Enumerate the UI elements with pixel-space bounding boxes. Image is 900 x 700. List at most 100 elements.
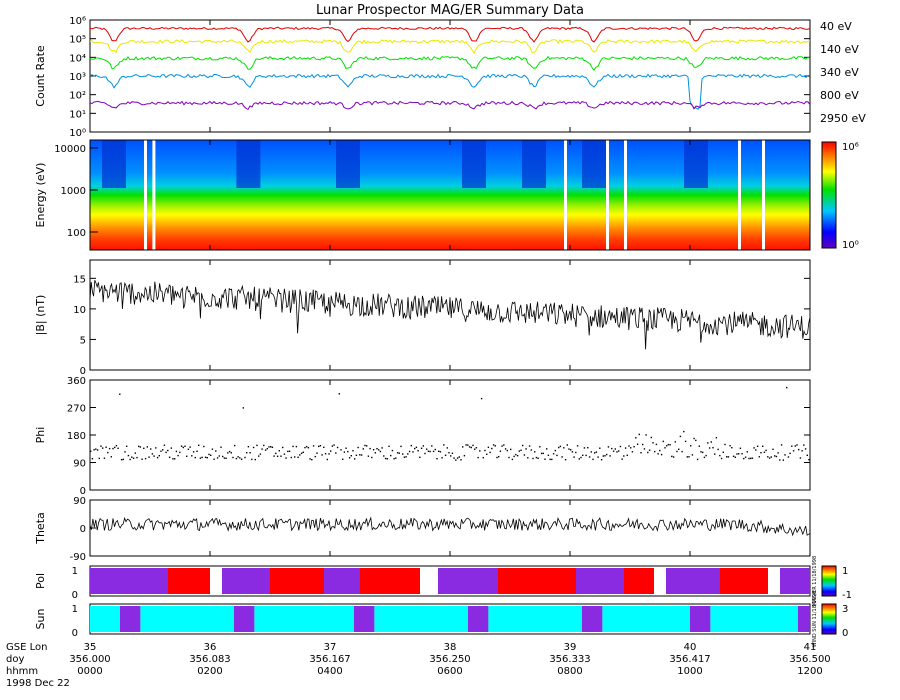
polarity-side-text: MAG/ER 11/18/1998	[812, 556, 818, 606]
phi-point	[638, 433, 640, 436]
phi-point	[561, 456, 563, 458]
phi-point	[318, 445, 320, 448]
phi-point	[432, 450, 435, 453]
phi-point	[362, 448, 364, 450]
phi-point	[436, 458, 438, 460]
phi-point	[643, 448, 646, 450]
sun-segment-6	[374, 606, 468, 632]
phi-point	[208, 453, 210, 456]
phi-point	[326, 458, 328, 461]
phi-point	[222, 455, 224, 458]
sun-ylabel: Sun	[34, 609, 47, 630]
sun-side-text: WIND SUN 11/18/1998	[812, 591, 818, 648]
phi-point	[268, 446, 270, 448]
phi-point	[806, 454, 808, 456]
phi-point	[424, 452, 426, 455]
phi-point	[705, 454, 707, 457]
phi-point	[287, 450, 289, 453]
phi-point	[640, 452, 642, 454]
count-rate-tick-label: 10³	[69, 72, 86, 83]
phi-point	[124, 451, 126, 453]
phi-point	[573, 456, 575, 458]
phi-point	[307, 447, 310, 449]
phi-point	[708, 447, 711, 449]
phi-tick-label: 360	[67, 376, 86, 387]
phi-point	[652, 442, 654, 444]
phi-point	[420, 447, 423, 449]
phi-point	[487, 446, 490, 448]
phi-point	[792, 450, 795, 452]
phi-point	[698, 445, 700, 447]
polarity-tick-1: 1	[72, 566, 78, 577]
phi-point	[198, 444, 200, 446]
phi-point	[664, 447, 666, 449]
x-tick-hhmm: 0200	[197, 666, 222, 677]
phi-point	[422, 445, 424, 447]
legend-entry-3: 800 eV	[820, 89, 859, 102]
phi-point	[542, 452, 544, 455]
phi-point	[234, 444, 236, 447]
phi-point	[108, 447, 111, 450]
spectrogram-tick-label: 1000	[61, 186, 86, 197]
phi-point	[288, 450, 291, 452]
phi-point	[499, 450, 502, 452]
phi-point	[774, 455, 776, 457]
phi-point	[748, 457, 750, 460]
phi-point	[283, 453, 286, 455]
phi-point	[444, 454, 447, 456]
phi-point	[247, 446, 250, 448]
phi-point	[760, 452, 762, 454]
phi-point	[210, 454, 212, 456]
phi-point	[244, 456, 246, 459]
count-rate-tick-label: 10⁰	[69, 128, 86, 139]
phi-point	[595, 451, 598, 453]
x-tick-hhmm: 1200	[797, 666, 822, 677]
phi-point	[544, 458, 546, 460]
phi-point	[405, 456, 407, 458]
phi-point	[431, 445, 433, 447]
phi-point	[127, 454, 130, 457]
phi-point	[285, 457, 287, 459]
phi-ylabel: Phi	[34, 427, 47, 444]
phi-point	[683, 430, 685, 433]
phi-point	[312, 445, 315, 447]
phi-point	[588, 456, 591, 458]
phi-point	[479, 450, 481, 452]
phi-point	[115, 445, 118, 447]
polarity-segment-4	[270, 568, 324, 594]
sun-colorbar	[821, 603, 837, 635]
phi-point	[126, 445, 128, 447]
phi-point	[407, 453, 409, 455]
phi-point	[338, 393, 340, 395]
phi-point	[282, 446, 284, 449]
phi-point	[580, 456, 582, 459]
phi-point	[504, 448, 507, 450]
phi-point	[242, 407, 244, 409]
phi-point	[789, 452, 791, 455]
phi-point	[501, 445, 503, 447]
b-magnitude-ylabel: |B| (nT)	[34, 295, 47, 336]
phi-point	[583, 447, 586, 449]
phi-point	[119, 393, 121, 395]
legend-entry-4: 2950 eV	[820, 112, 866, 125]
legend-entry-0: 40 eV	[820, 20, 852, 33]
phi-point	[523, 454, 526, 456]
phi-point	[786, 386, 788, 389]
phi-point	[264, 449, 267, 451]
phi-point	[710, 441, 712, 443]
x-tick-hhmm: 0400	[317, 666, 342, 677]
phi-point	[451, 452, 454, 454]
phi-point	[554, 449, 556, 452]
phi-point	[727, 456, 730, 458]
phi-point	[93, 449, 95, 451]
sun-segment-5	[354, 606, 375, 632]
sun-segment-1	[120, 606, 141, 632]
phi-point	[722, 451, 724, 453]
phi-point	[731, 447, 733, 449]
phi-point	[803, 444, 805, 446]
phi-point	[621, 458, 623, 460]
phi-point	[105, 446, 107, 448]
phi-point	[758, 456, 760, 458]
phi-point	[112, 447, 114, 450]
